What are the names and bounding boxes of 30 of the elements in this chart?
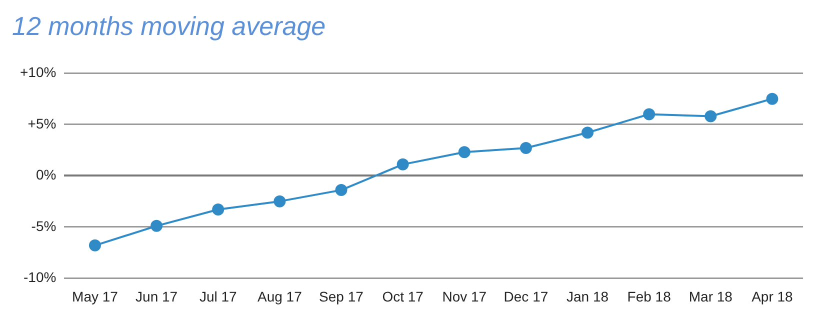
y-tick-label: -10% bbox=[24, 269, 56, 286]
chart-title: 12 months moving average bbox=[12, 10, 326, 41]
point bbox=[335, 184, 348, 196]
y-tick-label: +10% bbox=[20, 64, 56, 80]
x-tick-label: Sep 17 bbox=[319, 288, 364, 304]
point bbox=[150, 220, 163, 232]
y-tick-label: +5% bbox=[28, 115, 56, 132]
x-tick-label: Aug 17 bbox=[257, 288, 302, 304]
point bbox=[88, 239, 101, 252]
point bbox=[643, 108, 656, 120]
point bbox=[766, 92, 778, 105]
point bbox=[458, 146, 470, 158]
x-tick-label: Mar 18 bbox=[688, 288, 733, 304]
x-tick-label: Jan 18 bbox=[566, 288, 609, 304]
point bbox=[704, 110, 717, 122]
y-tick-label: 0% bbox=[36, 166, 56, 183]
x-tick-label: Feb 18 bbox=[627, 288, 672, 304]
x-tick-label: Jun 17 bbox=[136, 288, 178, 304]
x-tick-label: Dec 17 bbox=[504, 288, 548, 304]
y-tick-label: -5% bbox=[31, 218, 56, 234]
point bbox=[396, 158, 409, 170]
x-tick-label: May 17 bbox=[72, 288, 118, 304]
x-tick-label: Nov 17 bbox=[442, 288, 487, 304]
point bbox=[212, 204, 224, 216]
point bbox=[274, 195, 286, 208]
point bbox=[520, 142, 532, 154]
point bbox=[582, 126, 594, 139]
x-tick-label: Oct 17 bbox=[382, 288, 424, 304]
x-tick-label: Jul 17 bbox=[199, 288, 238, 304]
x-tick-label: Apr 18 bbox=[752, 288, 794, 304]
